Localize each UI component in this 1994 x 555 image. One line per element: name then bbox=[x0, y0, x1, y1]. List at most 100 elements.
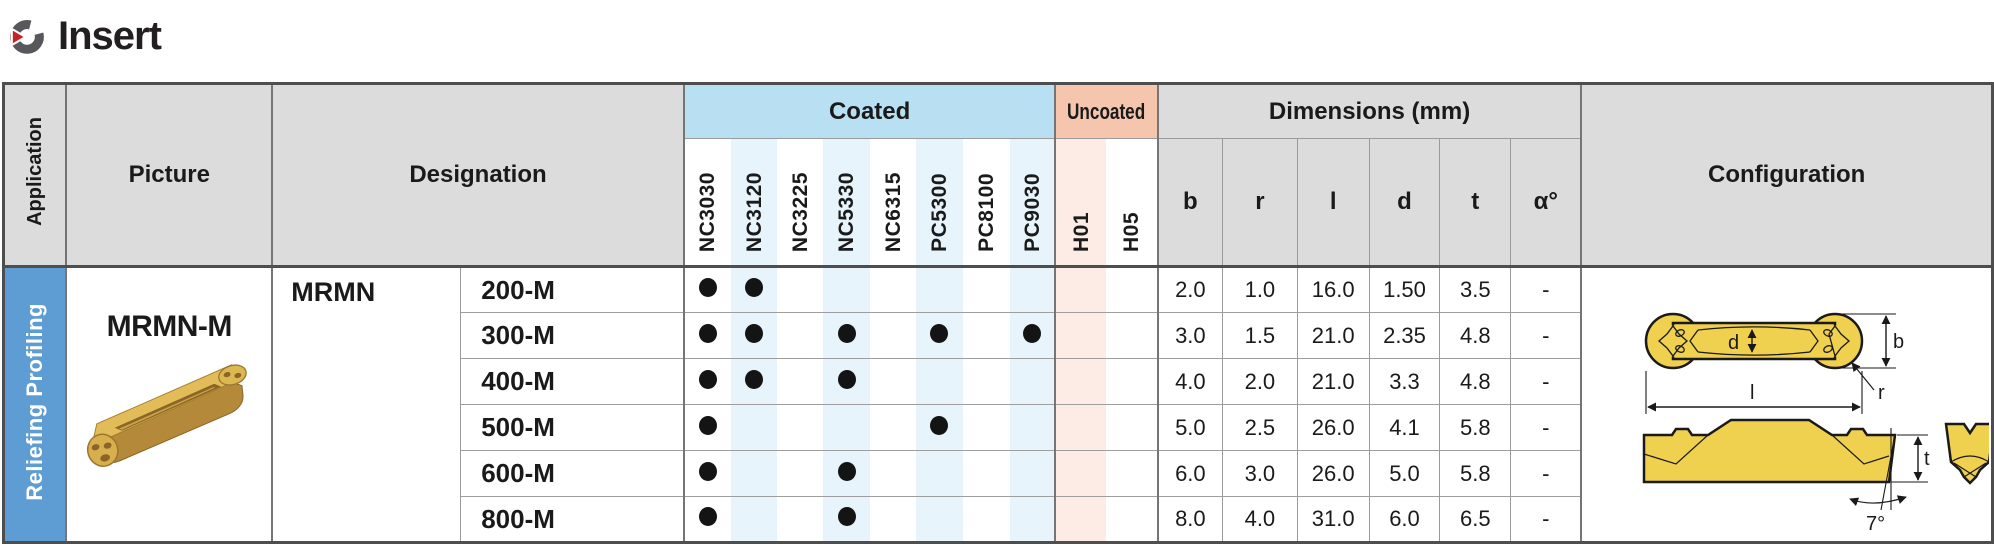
grade-availability-cell bbox=[682, 404, 731, 451]
dimension-value-cell: 4.8 bbox=[1439, 358, 1511, 405]
column-header-picture: Picture bbox=[65, 83, 273, 267]
configuration-drawing: d b l r t bbox=[1642, 312, 1993, 535]
column-header-configuration: Configuration bbox=[1580, 83, 1993, 267]
grade-availability-cell bbox=[1054, 404, 1107, 451]
grade-availability-cell bbox=[1009, 312, 1056, 359]
page-header: Insert bbox=[0, 0, 1994, 62]
grade-column-header: NC6315 bbox=[870, 138, 916, 267]
dimension-column-header: r bbox=[1222, 138, 1298, 267]
grade-availability-cell bbox=[915, 358, 963, 405]
grade-availability-cell bbox=[730, 404, 778, 451]
grade-availability-cell bbox=[963, 267, 1010, 313]
designation-size-cell: 300-M bbox=[460, 312, 684, 359]
designation-name-cell: MRMN bbox=[271, 266, 461, 543]
column-header-designation: Designation bbox=[271, 83, 684, 267]
dimension-value-cell: 5.8 bbox=[1439, 450, 1511, 497]
grade-column-header: H01 bbox=[1054, 138, 1107, 267]
header-grade-row: NC3030 NC3120 NC3225 NC5330 NC6315 PC5300 PC81… bbox=[4, 138, 1993, 267]
grade-availability-cell bbox=[1009, 496, 1056, 543]
grade-availability-cell bbox=[730, 358, 778, 405]
dimension-value-cell: 2.0 bbox=[1222, 358, 1298, 405]
svg-text:l: l bbox=[1750, 382, 1754, 404]
grade-availability-cell bbox=[962, 358, 1010, 405]
brand-logo-icon bbox=[10, 20, 44, 54]
grade-availability-cell bbox=[1054, 496, 1107, 543]
grade-availability-cell bbox=[823, 496, 871, 543]
grade-availability-cell bbox=[915, 450, 963, 497]
dimension-column-header: α° bbox=[1510, 138, 1582, 267]
grade-availability-cell bbox=[823, 404, 871, 451]
grade-availability-cell bbox=[823, 266, 871, 313]
grade-availability-cell bbox=[777, 358, 824, 405]
table-header: Application Picture Designation Coated U… bbox=[3, 83, 1993, 267]
availability-dot bbox=[837, 461, 856, 481]
dimension-column-header: b bbox=[1156, 138, 1223, 267]
insert-model-label: MRMN-M bbox=[106, 310, 233, 343]
availability-dot bbox=[698, 461, 717, 481]
dimension-value-cell: 6.0 bbox=[1368, 496, 1440, 543]
grade-availability-cell bbox=[870, 312, 916, 359]
availability-dot bbox=[745, 323, 764, 343]
availability-dot bbox=[837, 323, 856, 343]
dimension-value-cell: - bbox=[1510, 404, 1582, 451]
column-header-dimensions: Dimensions (mm) bbox=[1156, 83, 1582, 139]
grade-availability-cell bbox=[1054, 266, 1107, 313]
grade-availability-cell bbox=[777, 496, 824, 543]
column-header-application: Application bbox=[3, 83, 67, 267]
grade-availability-cell bbox=[870, 267, 916, 313]
availability-dot bbox=[930, 415, 949, 435]
designation-size-cell: 500-M bbox=[460, 404, 684, 451]
grade-availability-cell bbox=[682, 450, 731, 497]
dimension-value-cell: 3.3 bbox=[1368, 358, 1440, 405]
table-row: Reliefing Profiling MRMN-M MR bbox=[3, 266, 1993, 543]
grade-availability-cell bbox=[823, 450, 871, 497]
svg-text:b: b bbox=[1893, 331, 1904, 353]
grade-column-header: PC9030 bbox=[1009, 138, 1056, 267]
dimension-value-cell: 2.0 bbox=[1156, 266, 1223, 313]
table-row: 600-M 6.0 3.0 26.0 5.0 5.8- bbox=[4, 450, 1993, 497]
svg-text:t: t bbox=[1924, 448, 1930, 470]
grade-availability-cell bbox=[1009, 266, 1056, 313]
grade-availability-cell bbox=[1106, 358, 1158, 405]
dimension-value-cell: 4.0 bbox=[1222, 496, 1298, 543]
grade-availability-cell bbox=[777, 267, 823, 313]
grade-column-header: H05 bbox=[1106, 138, 1158, 267]
svg-text:7°: 7° bbox=[1866, 513, 1885, 535]
grade-availability-cell bbox=[962, 312, 1010, 359]
dimension-column-header: d bbox=[1368, 138, 1440, 267]
grade-availability-cell bbox=[870, 496, 916, 543]
grade-column-header: NC5330 bbox=[823, 138, 871, 267]
availability-dot bbox=[698, 323, 717, 343]
designation-size-cell: 400-M bbox=[460, 358, 684, 405]
dimension-value-cell: 26.0 bbox=[1296, 404, 1370, 451]
dimension-value-cell: 2.5 bbox=[1222, 404, 1298, 451]
grade-availability-cell bbox=[1009, 358, 1056, 405]
dimension-value-cell: 16.0 bbox=[1296, 266, 1370, 313]
grade-availability-cell bbox=[915, 496, 963, 543]
grade-availability-cell bbox=[1106, 496, 1158, 543]
dimension-value-cell: 1.5 bbox=[1222, 312, 1298, 359]
grade-availability-cell bbox=[915, 266, 963, 313]
grade-availability-cell bbox=[870, 450, 916, 497]
dimension-value-cell: 8.0 bbox=[1156, 496, 1223, 543]
availability-dot bbox=[698, 369, 717, 389]
page-title: Insert bbox=[58, 13, 162, 58]
grade-availability-cell bbox=[962, 404, 1010, 451]
grade-availability-cell bbox=[1054, 358, 1107, 405]
designation-size-cell: 200-M bbox=[460, 266, 684, 313]
dimension-value-cell: - bbox=[1510, 312, 1582, 359]
svg-text:d: d bbox=[1728, 332, 1739, 354]
grade-availability-cell bbox=[1009, 450, 1056, 497]
grade-availability-cell bbox=[962, 496, 1010, 543]
dimension-value-cell: 2.35 bbox=[1368, 312, 1440, 359]
grade-availability-cell bbox=[682, 358, 731, 405]
dimension-value-cell: 21.0 bbox=[1296, 312, 1370, 359]
dimension-value-cell: 6.5 bbox=[1439, 496, 1511, 543]
grade-availability-cell bbox=[915, 312, 963, 359]
grade-availability-cell bbox=[682, 266, 731, 313]
dimension-value-cell: 5.8 bbox=[1439, 404, 1511, 451]
grade-availability-cell bbox=[1106, 450, 1158, 497]
grade-column-header: NC3120 bbox=[730, 138, 778, 267]
grade-availability-cell bbox=[730, 496, 778, 543]
